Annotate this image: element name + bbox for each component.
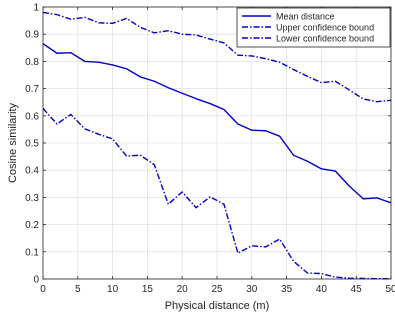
x-axis-label: Physical distance (m) xyxy=(165,300,270,312)
legend-label-1: Upper confidence bound xyxy=(276,23,374,33)
series-line-2 xyxy=(42,107,391,280)
x-tick-label: 15 xyxy=(142,284,154,295)
x-tick-label: 0 xyxy=(40,284,46,295)
legend-label-2: Lower confidence bound xyxy=(276,34,374,44)
series-lines xyxy=(42,11,392,280)
y-tick-label: 0.8 xyxy=(25,57,39,68)
x-tick-label: 30 xyxy=(246,284,258,295)
y-tick-label: 0.7 xyxy=(25,84,39,95)
y-tick-label: 0.5 xyxy=(25,139,39,150)
x-tick-label: 45 xyxy=(351,284,363,295)
x-tick-label: 50 xyxy=(385,284,395,295)
x-tick-label: 5 xyxy=(75,284,81,295)
y-tick-label: 0.4 xyxy=(25,166,39,177)
y-tick-label: 0.9 xyxy=(25,30,39,41)
x-tick-label: 40 xyxy=(316,284,328,295)
y-tick-label: 0.6 xyxy=(25,111,39,122)
y-tick-label: 0 xyxy=(33,275,39,286)
series-line-1 xyxy=(42,11,392,103)
x-tick-label: 20 xyxy=(177,284,189,295)
y-tick-label: 1 xyxy=(33,3,39,14)
legend-label-0: Mean distance xyxy=(276,12,335,22)
y-tick-label: 0.2 xyxy=(25,220,39,231)
x-tick-labels: 0 5 10 15 20 25 30 35 40 45 50 xyxy=(40,284,395,295)
y-tick-label: 0.3 xyxy=(25,193,39,204)
x-tick-label: 10 xyxy=(107,284,119,295)
x-tick-label: 25 xyxy=(211,284,223,295)
y-tick-label: 0.1 xyxy=(25,247,39,258)
x-tick-label: 35 xyxy=(281,284,293,295)
y-axis-label: Cosine similarity xyxy=(7,102,19,183)
y-tick-labels: 0 0.1 0.2 0.3 0.4 0.5 0.6 0.7 0.8 0.9 1 xyxy=(25,3,39,286)
axis-ticks xyxy=(42,6,392,280)
series-line-0 xyxy=(42,43,392,204)
